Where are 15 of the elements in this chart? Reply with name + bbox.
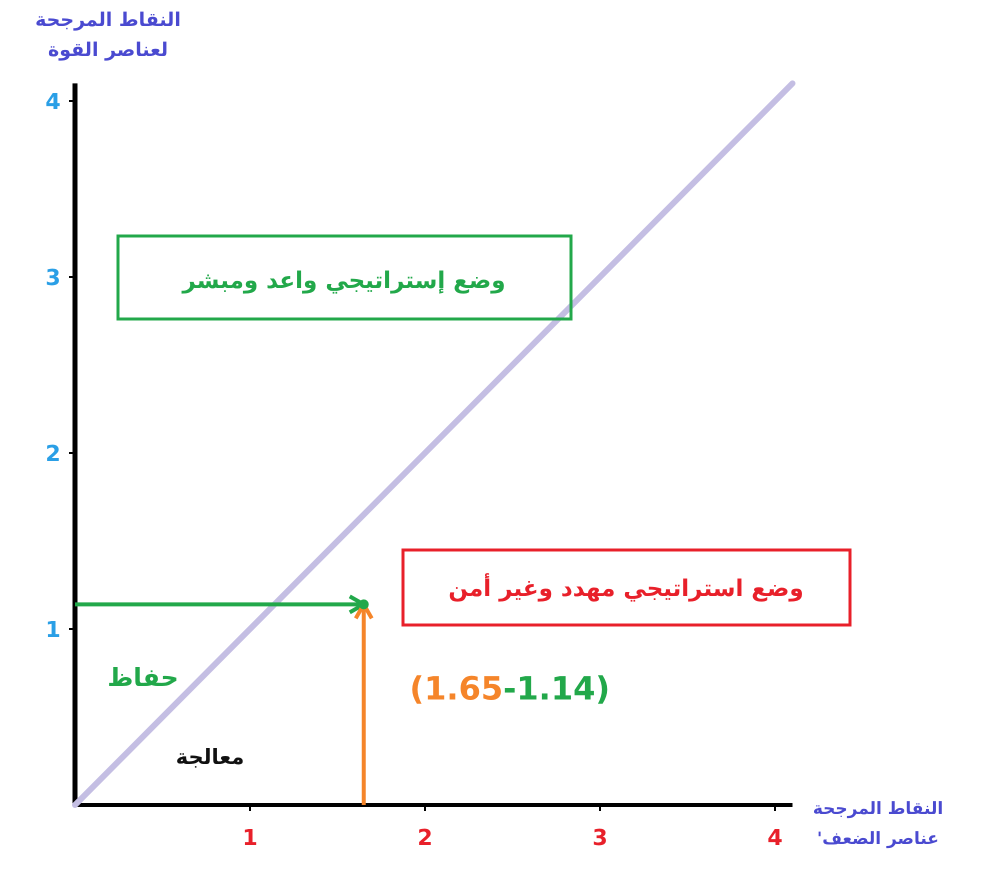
x-tick-label: 3 [592,826,608,851]
y-tick-label: 1 [45,618,61,643]
annotation: معالجة [176,745,244,769]
annotation: حفاظ [107,663,179,692]
annotation: وضع إستراتيجي واعد ومبشر [181,268,506,294]
annotation: وضع استراتيجي مهدد وغير أمن [448,573,804,602]
y-tick-label: 2 [45,442,61,467]
y-axis-title: النقاط المرجحة لعناصر القوة [35,9,181,61]
y-tick-label: 3 [45,266,61,291]
x-axis-title: النقاط المرجحة 'عناصر الضعف [812,799,944,849]
x-tick-label: 1 [242,826,258,851]
x-tick-label: 2 [417,826,433,851]
y-tick-label: 4 [45,90,61,115]
x-tick-label: 4 [767,826,783,851]
annotation: (1.65-1.14) [410,669,610,708]
